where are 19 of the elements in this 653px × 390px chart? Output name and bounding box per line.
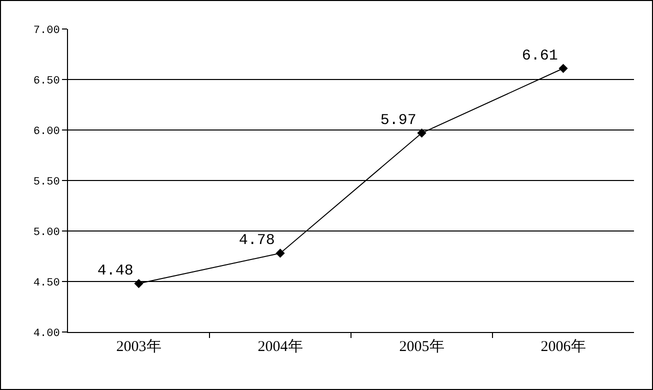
y-tick-label: 4.50 [33, 277, 60, 290]
x-tick-label: 2006年 [540, 338, 586, 355]
y-tick-label: 5.00 [33, 226, 60, 239]
point [417, 128, 426, 138]
point [134, 278, 144, 288]
data-label: 6.61 [522, 47, 558, 64]
x-tick-label: 2004年 [258, 338, 303, 355]
y-tick-label: 7.00 [33, 24, 60, 37]
y-tick-label: 6.00 [33, 126, 60, 138]
x-tick-label: 2005年 [399, 338, 444, 355]
y-tick-label: 6.50 [33, 75, 60, 88]
data-label: 5.97 [380, 112, 416, 129]
x-tick-label: 2003年 [116, 338, 162, 355]
point [558, 64, 568, 73]
y-tick-label: 5.50 [33, 176, 60, 188]
data-label: 4.78 [238, 232, 275, 250]
point [276, 248, 285, 258]
data-label: 4.48 [97, 262, 134, 280]
y-tick-label: 4.00 [33, 328, 60, 340]
